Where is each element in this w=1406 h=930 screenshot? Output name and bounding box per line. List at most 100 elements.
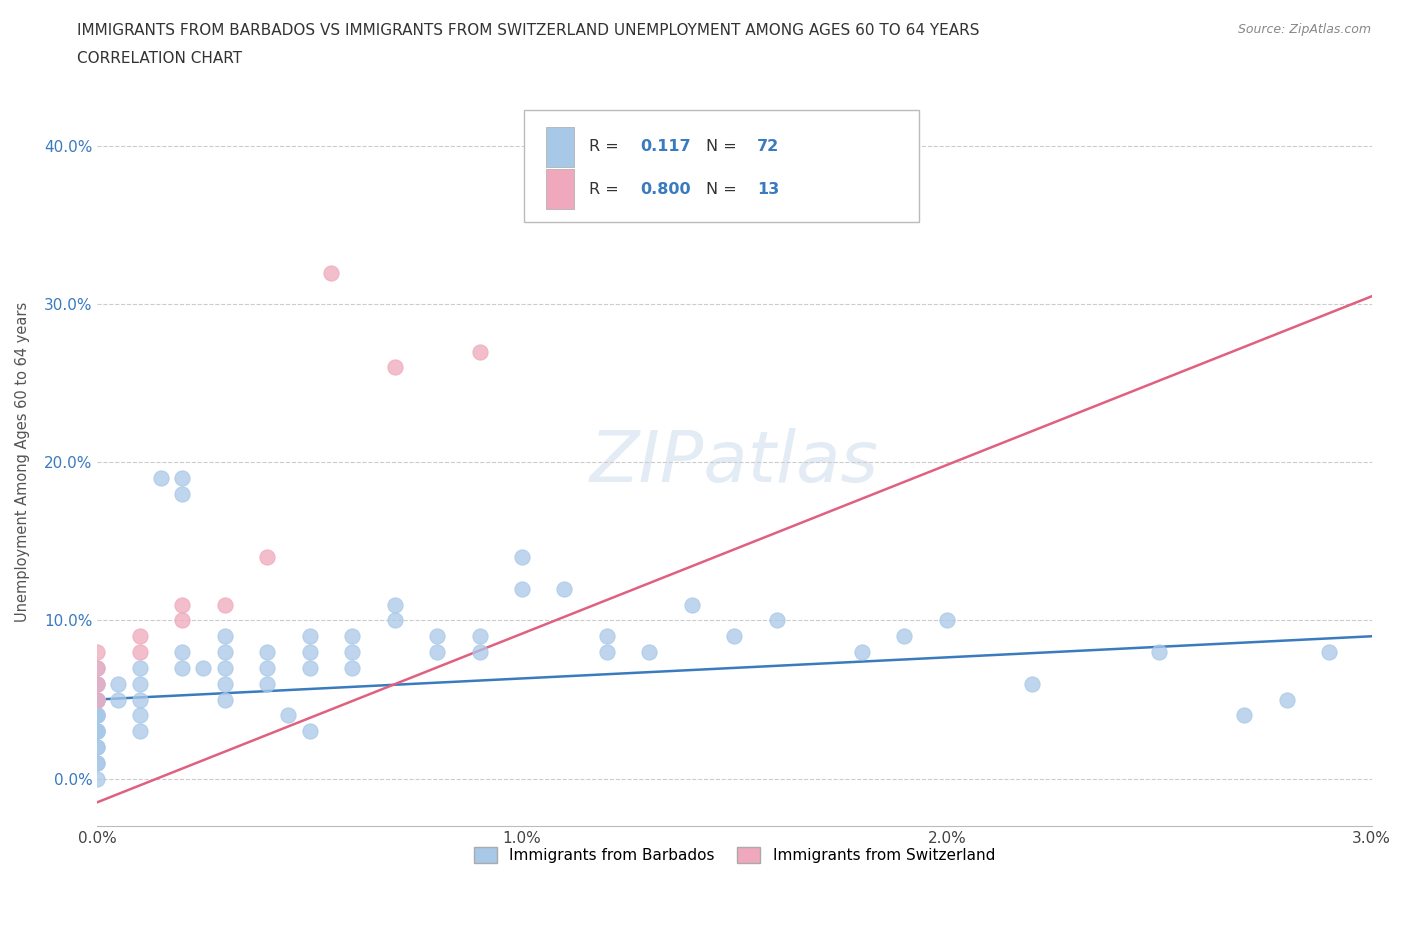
- Point: [256, 660, 278, 675]
- Point: [86, 692, 108, 707]
- Point: [426, 629, 449, 644]
- Point: [86, 771, 108, 786]
- Point: [638, 644, 661, 659]
- Point: [851, 644, 873, 659]
- Point: [298, 724, 321, 738]
- Point: [340, 629, 363, 644]
- Point: [86, 692, 108, 707]
- Point: [86, 692, 108, 707]
- Point: [149, 471, 172, 485]
- Text: 13: 13: [758, 181, 779, 196]
- Point: [86, 724, 108, 738]
- Text: N =: N =: [706, 140, 742, 154]
- Point: [128, 629, 150, 644]
- Text: N =: N =: [706, 181, 742, 196]
- Point: [172, 644, 194, 659]
- Text: 0.800: 0.800: [640, 181, 690, 196]
- FancyBboxPatch shape: [524, 110, 920, 222]
- Point: [86, 676, 108, 691]
- Text: IMMIGRANTS FROM BARBADOS VS IMMIGRANTS FROM SWITZERLAND UNEMPLOYMENT AMONG AGES : IMMIGRANTS FROM BARBADOS VS IMMIGRANTS F…: [77, 23, 980, 38]
- Text: R =: R =: [589, 181, 624, 196]
- Point: [893, 629, 915, 644]
- Point: [384, 360, 406, 375]
- Point: [468, 344, 491, 359]
- Legend: Immigrants from Barbados, Immigrants from Switzerland: Immigrants from Barbados, Immigrants fro…: [468, 841, 1001, 870]
- Point: [681, 597, 703, 612]
- Point: [172, 597, 194, 612]
- Point: [1021, 676, 1043, 691]
- Point: [214, 597, 236, 612]
- Point: [298, 660, 321, 675]
- Text: 0.117: 0.117: [640, 140, 690, 154]
- Point: [766, 613, 789, 628]
- Text: Source: ZipAtlas.com: Source: ZipAtlas.com: [1237, 23, 1371, 36]
- Text: R =: R =: [589, 140, 624, 154]
- Point: [172, 613, 194, 628]
- Point: [86, 692, 108, 707]
- Point: [86, 708, 108, 723]
- Point: [340, 660, 363, 675]
- Point: [510, 550, 533, 565]
- Point: [214, 676, 236, 691]
- Point: [107, 676, 129, 691]
- Y-axis label: Unemployment Among Ages 60 to 64 years: Unemployment Among Ages 60 to 64 years: [15, 302, 30, 622]
- Point: [128, 708, 150, 723]
- Point: [935, 613, 957, 628]
- Point: [426, 644, 449, 659]
- Point: [128, 692, 150, 707]
- Point: [86, 739, 108, 754]
- Point: [86, 660, 108, 675]
- Point: [1147, 644, 1170, 659]
- Point: [86, 708, 108, 723]
- Point: [553, 581, 575, 596]
- Point: [86, 755, 108, 770]
- Point: [86, 724, 108, 738]
- Point: [128, 724, 150, 738]
- Point: [596, 644, 619, 659]
- Point: [86, 755, 108, 770]
- Point: [298, 644, 321, 659]
- Point: [172, 471, 194, 485]
- Point: [128, 644, 150, 659]
- Point: [214, 644, 236, 659]
- FancyBboxPatch shape: [546, 169, 574, 209]
- Point: [107, 692, 129, 707]
- Point: [256, 550, 278, 565]
- Point: [86, 660, 108, 675]
- Point: [193, 660, 215, 675]
- Point: [86, 724, 108, 738]
- Point: [1275, 692, 1298, 707]
- Point: [468, 629, 491, 644]
- Point: [86, 724, 108, 738]
- Point: [172, 660, 194, 675]
- Point: [298, 629, 321, 644]
- Point: [256, 676, 278, 691]
- Point: [86, 708, 108, 723]
- Point: [1233, 708, 1256, 723]
- Point: [1317, 644, 1340, 659]
- Point: [86, 644, 108, 659]
- Point: [172, 486, 194, 501]
- Point: [277, 708, 299, 723]
- Point: [723, 629, 745, 644]
- Point: [86, 692, 108, 707]
- Point: [596, 629, 619, 644]
- Point: [128, 676, 150, 691]
- Point: [86, 676, 108, 691]
- Point: [510, 581, 533, 596]
- Point: [340, 644, 363, 659]
- Point: [214, 629, 236, 644]
- Point: [468, 644, 491, 659]
- Point: [86, 739, 108, 754]
- Text: ZIPatlas: ZIPatlas: [591, 428, 879, 497]
- Text: 72: 72: [758, 140, 779, 154]
- Point: [86, 708, 108, 723]
- FancyBboxPatch shape: [546, 127, 574, 167]
- Point: [256, 644, 278, 659]
- Point: [384, 613, 406, 628]
- Point: [128, 660, 150, 675]
- Point: [214, 692, 236, 707]
- Point: [319, 265, 342, 280]
- Point: [214, 660, 236, 675]
- Text: CORRELATION CHART: CORRELATION CHART: [77, 51, 242, 66]
